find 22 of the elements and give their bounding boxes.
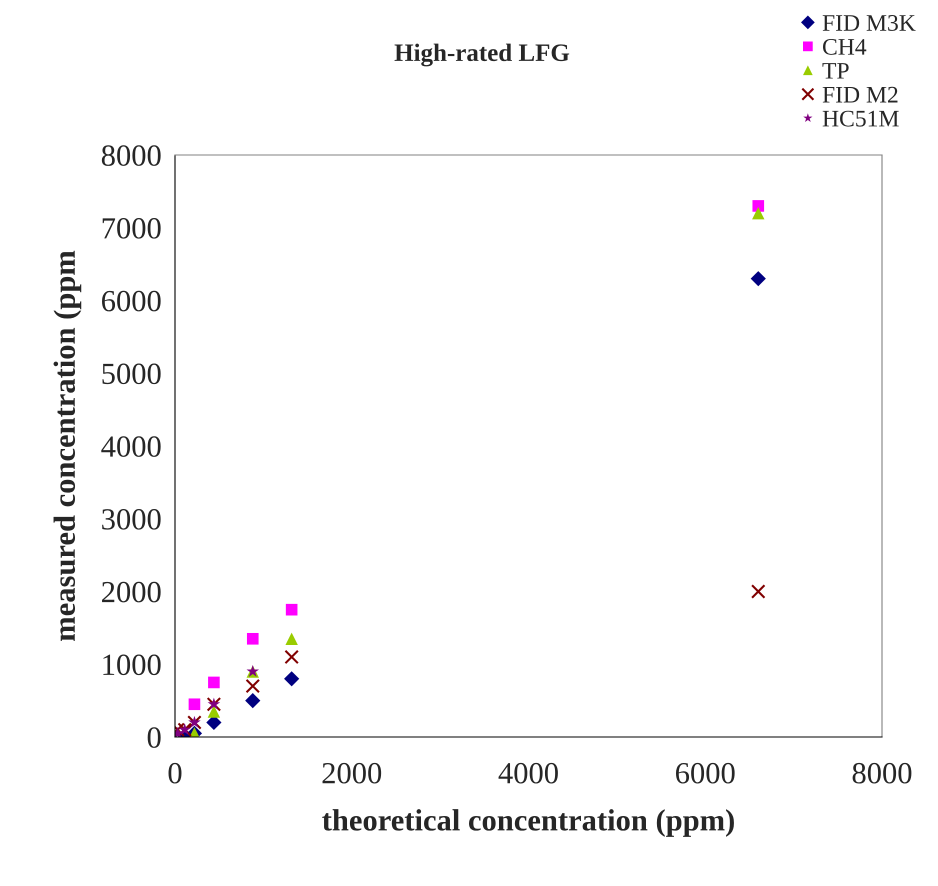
legend-label: TP — [822, 63, 849, 79]
legend-label: HC51M — [822, 110, 899, 127]
y-tick-label: 4000 — [101, 436, 161, 457]
y-tick-label: 0 — [148, 727, 161, 748]
x-tick-label: 4000 — [498, 762, 558, 784]
x-tick-label: 0 — [168, 762, 182, 784]
y-tick-label: 6000 — [102, 290, 161, 312]
legend-label: FID M2 — [822, 86, 898, 102]
y-tick-label: 1000 — [103, 654, 161, 676]
x-tick-label: 8000 — [852, 762, 912, 784]
y-tick-label: 7000 — [102, 218, 161, 239]
y-tick-label: 3000 — [102, 509, 161, 530]
legend-label: FID M3K — [822, 15, 916, 31]
x-tick-label: 2000 — [322, 762, 382, 784]
y-tick-label: 8000 — [102, 145, 161, 166]
y-tick-label: 2000 — [102, 582, 161, 602]
x-axis-title: theoretical concentration (ppm) — [322, 809, 734, 837]
y-tick-label: 5000 — [102, 364, 161, 384]
y-axis-title: measured concentration (ppm — [54, 250, 82, 641]
chart-title: High-rated LFG — [394, 44, 570, 66]
x-tick-label: 6000 — [676, 762, 735, 784]
legend-label: CH4 — [823, 38, 866, 55]
